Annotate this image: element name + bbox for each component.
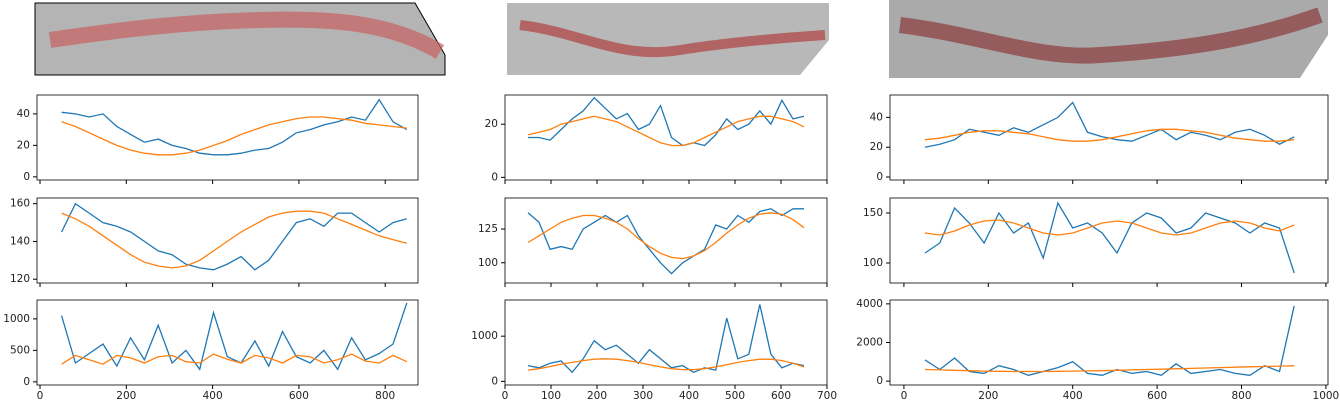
- y-tick-label: 20: [870, 141, 883, 153]
- data-line: [527, 208, 804, 275]
- x-tick-label: 1000: [1313, 390, 1340, 402]
- data-line: [924, 201, 1295, 274]
- data-line: [61, 353, 408, 365]
- data-line: [61, 210, 407, 269]
- micrograph: [889, 0, 1328, 78]
- x-tick-label: 600: [1147, 390, 1167, 402]
- x-tick-label: 500: [725, 390, 745, 402]
- y-tick-label: 0: [491, 171, 498, 183]
- y-tick-label: 160: [10, 198, 30, 210]
- axes-frame: [889, 94, 1329, 181]
- y-tick-label: 0: [23, 376, 30, 388]
- x-tick-label: 200: [978, 390, 998, 402]
- data-line: [61, 98, 408, 156]
- filament-overlay: [48, 11, 445, 59]
- y-tick-label: 125: [478, 223, 498, 235]
- x-tick-label: 0: [502, 390, 509, 402]
- filament-overlay: [519, 20, 826, 58]
- x-tick-label: 400: [1063, 390, 1083, 402]
- data-line: [527, 212, 805, 260]
- micrograph: [507, 3, 829, 75]
- x-tick-label: 400: [203, 390, 223, 402]
- axes-frame: [36, 94, 419, 181]
- x-tick-label: 600: [771, 390, 791, 402]
- data-line: [924, 305, 1295, 377]
- data-line: [924, 128, 1295, 142]
- data-line: [60, 302, 408, 371]
- data-line: [528, 96, 805, 147]
- x-tick-label: 300: [633, 390, 653, 402]
- data-line: [61, 116, 407, 156]
- x-tick-label: 400: [679, 390, 699, 402]
- x-tick-label: 200: [116, 390, 136, 402]
- data-line: [924, 219, 1295, 236]
- y-tick-label: 0: [491, 375, 498, 387]
- x-tick-label: 700: [817, 390, 837, 402]
- y-tick-label: 150: [863, 207, 883, 219]
- y-tick-label: 140: [10, 235, 30, 247]
- x-tick-label: 600: [289, 390, 309, 402]
- y-tick-label: 2000: [856, 337, 883, 349]
- micrograph-panels: [34, 0, 1328, 78]
- y-tick-label: 100: [863, 257, 883, 269]
- data-line: [527, 358, 805, 371]
- axes-frame: [504, 94, 828, 181]
- y-tick-label: 0: [876, 375, 883, 387]
- axes-frame: [36, 197, 419, 284]
- y-tick-label: 1000: [471, 330, 498, 342]
- filament-overlay: [899, 7, 1323, 64]
- data-line: [61, 202, 407, 271]
- y-tick-label: 20: [17, 139, 30, 151]
- data-line: [924, 101, 1295, 148]
- y-tick-label: 0: [876, 171, 883, 183]
- y-tick-label: 40: [17, 108, 30, 120]
- data-line: [924, 365, 1295, 373]
- y-tick-label: 20: [485, 118, 498, 130]
- y-tick-label: 120: [10, 273, 30, 285]
- axes-frame: [36, 299, 419, 386]
- y-tick-label: 1000: [3, 313, 30, 325]
- axes-frame: [504, 197, 828, 284]
- x-tick-label: 0: [37, 390, 44, 402]
- data-line: [527, 115, 805, 147]
- x-tick-label: 200: [587, 390, 607, 402]
- axes-frame: [504, 299, 828, 386]
- y-tick-label: 4000: [856, 298, 883, 310]
- x-tick-label: 800: [1231, 390, 1251, 402]
- y-tick-label: 100: [478, 257, 498, 269]
- data-line: [527, 304, 805, 374]
- x-tick-label: 800: [375, 390, 395, 402]
- y-tick-label: 40: [870, 111, 883, 123]
- x-tick-label: 100: [541, 390, 561, 402]
- axes-frame: [889, 197, 1329, 284]
- x-tick-label: 0: [901, 390, 908, 402]
- y-tick-label: 0: [23, 171, 30, 183]
- y-tick-label: 500: [10, 344, 30, 356]
